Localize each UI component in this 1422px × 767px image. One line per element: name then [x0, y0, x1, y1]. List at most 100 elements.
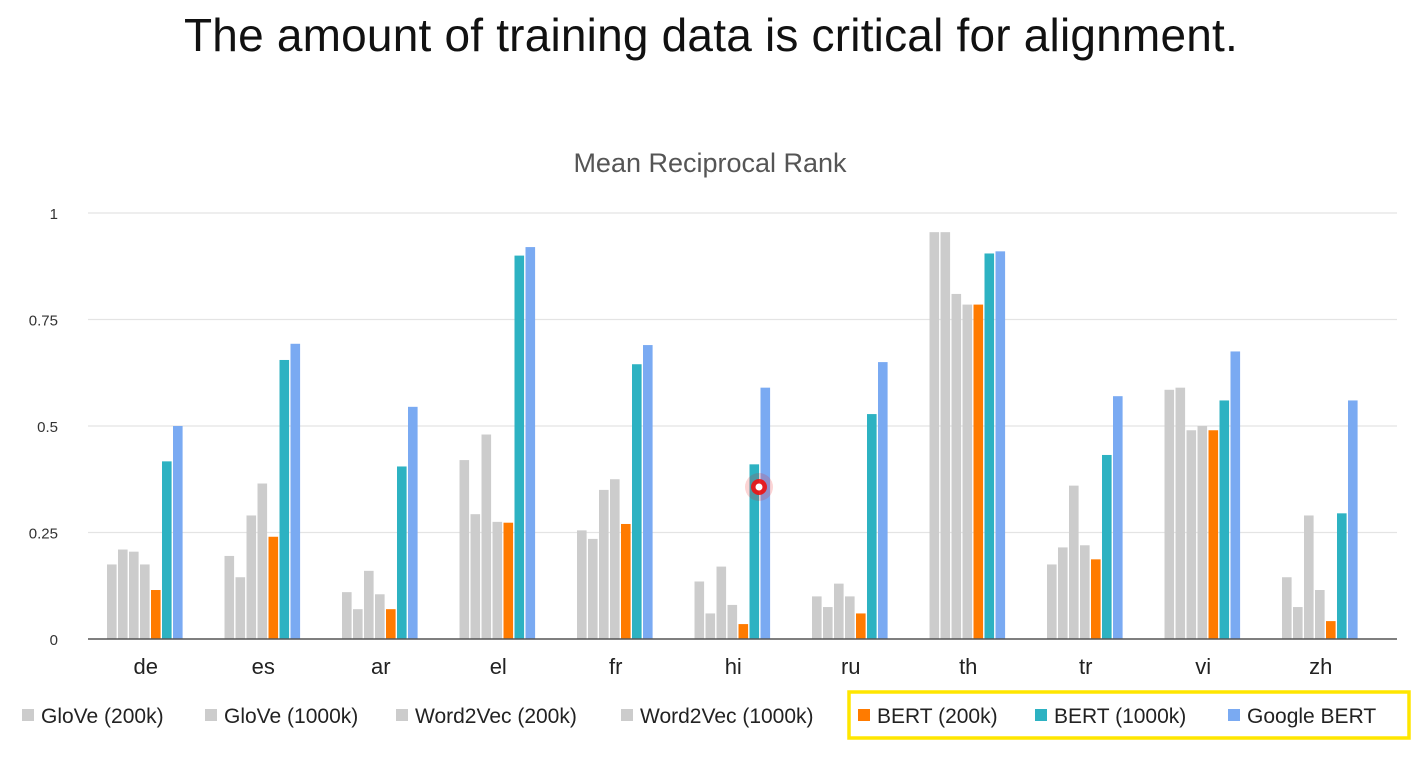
- bar-hi-series-0: [694, 581, 705, 639]
- bar-zh-series-2: [1304, 515, 1314, 639]
- y-tick-label: 1: [50, 206, 58, 223]
- bar-el-series-6: [525, 247, 536, 639]
- x-tick-label: zh: [1309, 654, 1332, 679]
- legend-item[interactable]: BERT (200k): [858, 705, 998, 728]
- bar-th-series-1: [940, 232, 951, 640]
- bar-vi-series-6: [1230, 351, 1241, 639]
- legend-item[interactable]: BERT (1000k): [1035, 705, 1186, 728]
- x-tick-label: ru: [841, 654, 861, 679]
- bar-tr-series-3: [1080, 545, 1090, 639]
- legend-item[interactable]: GloVe (200k): [22, 705, 164, 728]
- bar-ru-series-4: [856, 613, 866, 639]
- bar-es-series-6: [290, 343, 301, 639]
- bar-ar-series-0: [342, 592, 352, 639]
- bar-fr-series-1: [588, 538, 598, 639]
- bar-el-series-5: [514, 255, 525, 639]
- bar-el-series-2: [481, 434, 492, 639]
- bar-zh-series-5: [1337, 513, 1347, 639]
- bar-vi-series-3: [1197, 426, 1208, 639]
- x-tick-label: es: [252, 654, 275, 679]
- y-tick-label: 0.5: [37, 419, 58, 436]
- legend-item[interactable]: Google BERT: [1228, 705, 1376, 728]
- bar-zh-series-6: [1348, 400, 1358, 639]
- legend-swatch: [858, 709, 870, 721]
- bar-hi-series-1: [705, 613, 716, 639]
- bar-el-series-1: [470, 514, 481, 639]
- bar-de-series-6: [173, 426, 183, 639]
- bar-tr-series-0: [1047, 564, 1057, 639]
- legend-item[interactable]: Word2Vec (200k): [396, 705, 577, 728]
- bar-el-series-0: [459, 460, 470, 639]
- x-tick-label: vi: [1195, 654, 1211, 679]
- legend-label: GloVe (1000k): [224, 705, 358, 728]
- bar-el-series-4: [503, 522, 514, 639]
- bar-th-series-6: [995, 251, 1006, 639]
- bar-vi-series-4: [1208, 430, 1219, 639]
- bar-el-series-3: [492, 521, 503, 639]
- bar-zh-series-0: [1282, 577, 1292, 639]
- legend-item[interactable]: GloVe (1000k): [205, 705, 358, 728]
- bar-es-series-3: [257, 483, 268, 639]
- bar-ru-series-3: [845, 596, 855, 639]
- legend-label: Google BERT: [1247, 705, 1376, 728]
- mouse-cursor-indicator: [745, 473, 773, 501]
- legend-swatch: [1035, 709, 1047, 721]
- legend[interactable]: GloVe (200k) GloVe (1000k) Word2Vec (200k)…: [22, 690, 1411, 740]
- x-tick-label: hi: [725, 654, 742, 679]
- y-tick-label: 0.75: [29, 313, 58, 330]
- bar-ar-series-6: [408, 406, 418, 639]
- bar-es-series-2: [246, 515, 257, 639]
- bar-tr-series-2: [1069, 485, 1079, 639]
- y-axis: 0 0.25 0.5 0.75 1: [29, 206, 58, 649]
- x-tick-label: ar: [371, 654, 391, 679]
- bar-ar-series-1: [353, 609, 363, 639]
- bar-es-series-5: [279, 359, 290, 639]
- bars: [107, 232, 1358, 640]
- bar-tr-series-4: [1091, 559, 1101, 639]
- bar-zh-series-1: [1293, 607, 1303, 639]
- bar-hi-series-5: [749, 464, 760, 639]
- bar-zh-series-3: [1315, 590, 1325, 639]
- x-axis: de es ar el fr hi ru th tr vi zh: [88, 638, 1397, 679]
- x-tick-label: fr: [609, 654, 622, 679]
- legend-swatch: [22, 709, 34, 721]
- bar-de-series-2: [129, 551, 139, 639]
- legend-label: GloVe (200k): [41, 705, 164, 728]
- x-tick-label: th: [959, 654, 977, 679]
- bar-fr-series-0: [577, 530, 587, 639]
- bar-tr-series-1: [1058, 547, 1068, 639]
- bar-es-series-1: [235, 577, 246, 639]
- bar-ar-series-2: [364, 570, 374, 639]
- bar-fr-series-2: [599, 489, 609, 639]
- bar-hi-series-4: [738, 624, 749, 639]
- bar-zh-series-4: [1326, 621, 1336, 639]
- legend-swatch: [396, 709, 408, 721]
- bar-fr-series-6: [643, 345, 653, 639]
- slide-title: The amount of training data is critical …: [184, 9, 1238, 61]
- bar-ar-series-5: [397, 466, 407, 639]
- bar-de-series-5: [162, 461, 172, 639]
- x-tick-label: tr: [1079, 654, 1092, 679]
- legend-swatch: [621, 709, 633, 721]
- bar-ru-series-2: [834, 583, 844, 639]
- bar-hi-series-2: [716, 566, 727, 639]
- bar-hi-series-6: [760, 387, 771, 639]
- bar-de-series-1: [118, 549, 128, 639]
- bar-de-series-4: [151, 590, 161, 639]
- bar-th-series-4: [973, 304, 984, 639]
- bar-fr-series-5: [632, 364, 642, 639]
- bar-ru-series-6: [878, 362, 888, 639]
- bar-ar-series-4: [386, 609, 396, 639]
- bar-fr-series-3: [610, 479, 620, 639]
- bar-tr-series-6: [1113, 396, 1123, 639]
- x-tick-label: el: [490, 654, 507, 679]
- bar-vi-series-5: [1219, 400, 1230, 639]
- bar-vi-series-0: [1164, 389, 1175, 639]
- bar-ru-series-0: [812, 596, 822, 639]
- bar-ar-series-3: [375, 594, 385, 639]
- bar-fr-series-4: [621, 523, 631, 639]
- legend-item[interactable]: Word2Vec (1000k): [621, 705, 814, 728]
- bar-tr-series-5: [1102, 454, 1112, 639]
- bar-es-series-0: [224, 555, 235, 639]
